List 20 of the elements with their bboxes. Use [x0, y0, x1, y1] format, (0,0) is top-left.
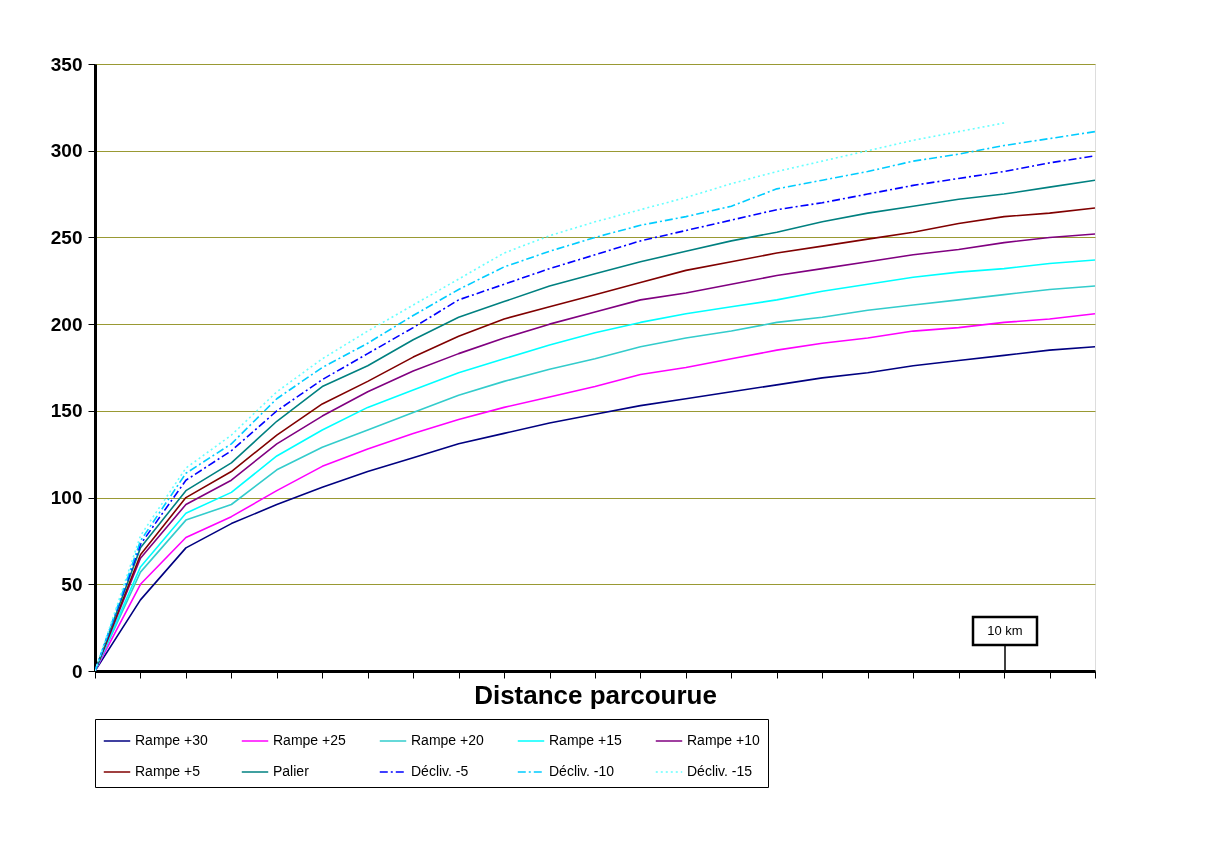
legend-label: Rampe +30: [135, 732, 208, 748]
legend-label: Décliv. -10: [549, 763, 615, 779]
legend-label: Rampe +20: [411, 732, 484, 748]
annotation: 10 km: [987, 623, 1023, 638]
legend-label: Rampe +5: [135, 763, 201, 779]
y-tick-label: 100: [50, 487, 83, 509]
legend-label: Palier: [273, 763, 310, 779]
y-tick-label: 150: [50, 400, 83, 422]
x-axis-title: Distance parcourue: [474, 680, 717, 710]
y-tick-label: 350: [50, 53, 83, 75]
y-tick-label: 250: [50, 226, 83, 248]
legend-label: Décliv. -5: [411, 763, 469, 779]
legend-label: Décliv. -15: [687, 763, 753, 779]
legend-label: Rampe +25: [273, 732, 346, 748]
y-tick-label: 0: [71, 660, 83, 682]
legend-label: Rampe +15: [549, 732, 622, 748]
y-tick-label: 300: [50, 140, 83, 162]
y-tick-label: 50: [61, 573, 83, 595]
legend-label: Rampe +10: [687, 732, 760, 748]
y-tick-label: 200: [50, 313, 83, 335]
